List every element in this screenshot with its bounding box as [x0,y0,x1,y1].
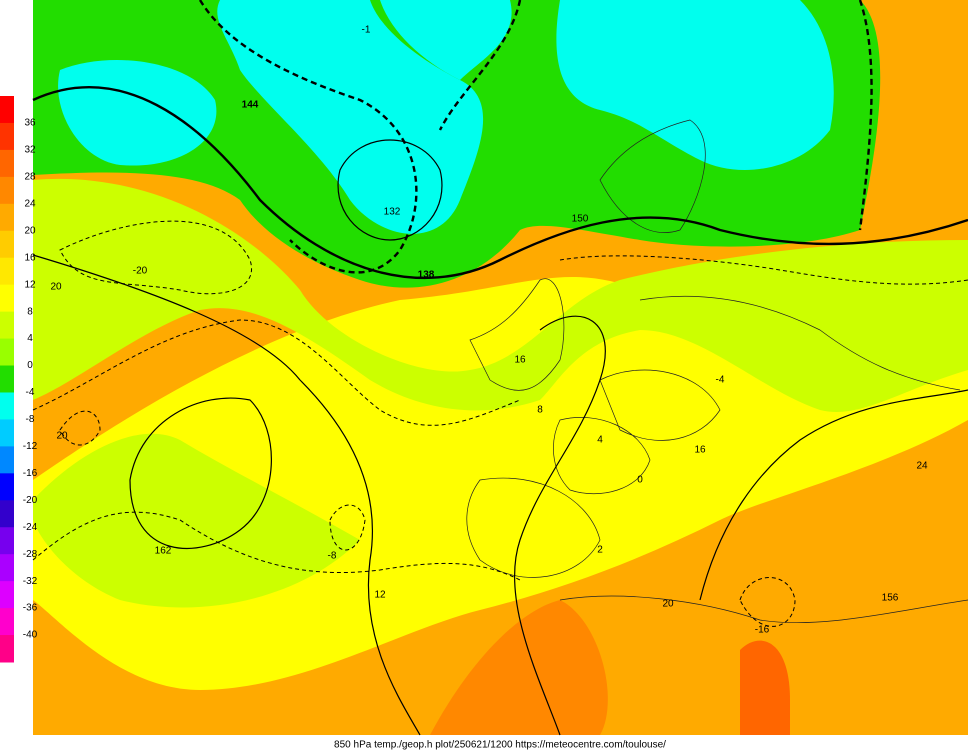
colorbar-band [0,122,14,151]
colorbar-band [0,311,14,340]
colorbar-label: 28 [24,171,36,182]
isohypse-156 [513,315,606,736]
contour-label: -1 [362,25,371,36]
colorbar-band [0,527,14,555]
colorbar-band [0,96,14,124]
lime-zone [33,178,968,412]
footer: 850 hPa temp./geop.h plot/250621/1200 ht… [334,740,666,751]
contour-label: 144 [242,100,259,111]
colorbar-label: 8 [27,306,33,317]
colorbar-label: 36 [24,118,36,129]
isohypse-150 [32,254,421,736]
contour-label: 4 [597,435,603,446]
colorbar: 36 32 28 24 20 16 12 8 4 0 -4 -8 -12 -16 -20 -24 -28 -32 -… [0,96,38,663]
isotherm-0 [198,0,873,274]
contour-label: 132 [384,207,401,218]
colorbar-label: 24 [24,198,36,209]
contour-label: 24 [916,461,928,472]
cold-zone [217,0,484,234]
colorbar-band [0,446,14,474]
cold-zone-east [556,0,834,170]
contour-label: 162 [155,546,172,557]
contour-label: 138 [418,270,435,281]
contour-label: 150 [572,214,589,225]
colorbar-label: 0 [27,360,33,371]
contour-label: 20 [50,282,62,293]
colorbar-label: -12 [23,441,38,452]
colorbar-band [0,176,14,205]
colorbar-band [0,284,14,313]
isohypse-east [699,389,968,601]
lime-zone-west [33,433,360,608]
isohypse-144 [32,86,968,280]
colorbar-label: -24 [23,522,38,533]
isohypse-132 [337,139,443,241]
colorbar-label: -8 [26,414,35,425]
colorbar-band [0,257,14,286]
hot-spot [740,640,790,735]
colorbar-band [0,365,14,393]
colorbar-band [0,203,14,232]
contour-label: -16 [755,625,770,636]
contour-label: 2 [597,545,603,556]
colorbar-band [0,608,14,636]
cold-zone-north [380,0,512,80]
map: 14413813215015616220-20201216-820-168-40… [32,0,968,736]
colorbar-band [0,230,14,259]
contour-label: 16 [514,355,526,366]
isotherms [32,220,968,627]
colorbar-label: 12 [24,279,36,290]
contour-label: 12 [374,590,386,601]
colorbar-band [0,554,14,582]
colorbar-band [0,392,14,420]
contour-label: -4 [716,375,725,386]
colorbar-label: 16 [24,252,36,263]
colorbar-label: -32 [23,576,38,587]
contour-label: 156 [882,593,899,604]
contour-label: 20 [56,431,68,442]
coastlines [466,119,968,624]
colorbar-band [0,473,14,501]
hot-zone [430,600,608,735]
colorbar-band [0,581,14,609]
colorbar-band [0,635,14,663]
contour-label: -20 [133,266,148,277]
colorbar-band [0,149,14,178]
colorbar-label: -16 [23,468,38,479]
colorbar-band [0,500,14,528]
colorbar-label: -28 [23,549,38,560]
isohypse-162 [129,397,272,549]
contour-label: 8 [537,405,543,416]
colorbar-label: -4 [26,387,35,398]
contour-label: 0 [637,475,643,486]
colorbar-band [0,338,14,367]
colorbar-label: -40 [23,630,38,641]
colorbar-label: -20 [23,495,38,506]
colorbar-label: 32 [24,145,36,156]
colorbar-label: -36 [23,603,38,614]
contour-label: 20 [662,599,674,610]
contour-label: 16 [694,445,706,456]
colorbar-band [0,419,14,447]
colorbar-label: 20 [24,225,36,236]
contour-label: -8 [328,551,337,562]
colorbar-label: 4 [27,333,33,344]
